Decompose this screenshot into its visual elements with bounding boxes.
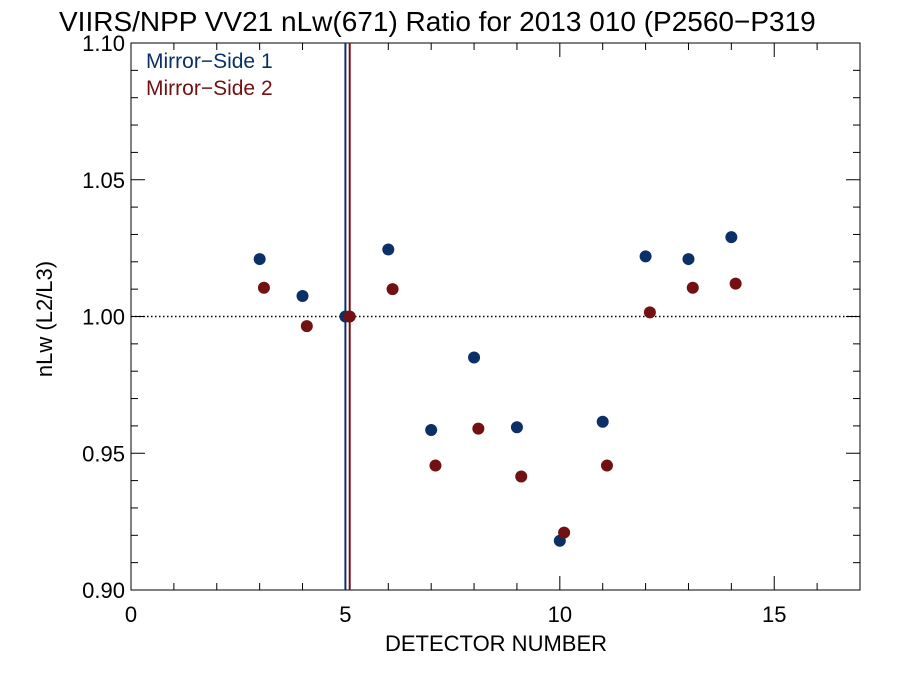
data-point-mirror-side-2 [386, 283, 399, 296]
legend-entry-mirror-side-1: Mirror−Side 1 [146, 50, 273, 73]
plot-area: 0 5 10 15 0.90 0.95 1.00 1.05 1.10 [82, 31, 861, 627]
data-point-mirror-side-1 [296, 289, 309, 302]
data-point-mirror-side-1 [510, 421, 523, 434]
legend: Mirror−Side 1 Mirror−Side 2 [146, 50, 273, 100]
chart-title: VIIRS/NPP VV21 nLw(671) Ratio for 2013 0… [59, 6, 816, 37]
legend-entry-mirror-side-2: Mirror−Side 2 [146, 77, 273, 100]
y-axis-label: nLw (L2/L3) [32, 261, 57, 377]
data-point-mirror-side-2 [257, 281, 270, 294]
data-point-mirror-side-2 [300, 320, 313, 333]
data-point-mirror-side-1 [382, 243, 395, 256]
y-tick-label: 1.00 [82, 305, 125, 330]
y-tick-label: 1.10 [82, 31, 125, 56]
y-tick-label: 0.95 [82, 441, 125, 466]
data-point-mirror-side-2 [729, 277, 742, 290]
data-point-mirror-side-1 [468, 351, 481, 364]
data-point-mirror-side-2 [429, 459, 442, 472]
data-point-mirror-side-2 [343, 310, 356, 323]
x-tick-label: 15 [762, 602, 786, 627]
data-point-mirror-side-2 [515, 470, 528, 483]
y-tick-label: 0.90 [82, 578, 125, 603]
data-point-mirror-side-1 [682, 253, 695, 266]
data-point-mirror-side-2 [558, 526, 571, 539]
x-tick-label: 10 [548, 602, 572, 627]
data-point-mirror-side-1 [725, 231, 738, 244]
data-point-mirror-side-1 [639, 250, 652, 263]
x-tick-label: 5 [339, 602, 351, 627]
data-point-mirror-side-2 [472, 422, 485, 435]
data-point-mirror-side-2 [686, 281, 699, 294]
data-point-mirror-side-1 [596, 415, 609, 428]
data-point-mirror-side-1 [253, 253, 266, 266]
x-axis-label: DETECTOR NUMBER [385, 631, 607, 656]
data-point-mirror-side-2 [643, 306, 656, 319]
data-point-mirror-side-1 [425, 424, 438, 437]
data-point-mirror-side-2 [600, 459, 613, 472]
y-tick-label: 1.05 [82, 168, 125, 193]
x-tick-label: 0 [125, 602, 137, 627]
